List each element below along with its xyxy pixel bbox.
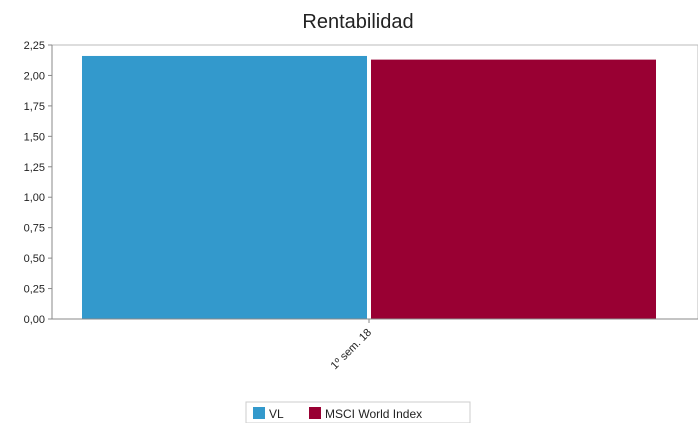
bar-vl (82, 55, 367, 320)
bars (82, 55, 656, 320)
legend-label-msci-world-index: MSCI World Index (325, 407, 422, 421)
chart-title: Rentabilidad (302, 11, 413, 33)
x-axis: 1º sem. 18 (52, 318, 698, 372)
y-tick-label: 1,50 (24, 131, 45, 143)
y-tick-label: 0,25 (24, 284, 45, 296)
y-axis: 0,00 0,25 0,50 0,75 1,00 1,25 1,50 1,75 2,00 2,25 (24, 40, 53, 326)
y-tick-label: 0,50 (24, 253, 45, 265)
y-tick-label: 2,00 (24, 70, 45, 82)
legend-swatch-vl (253, 407, 265, 419)
bar-msci-world-index (371, 59, 656, 319)
y-tick-label: 1,00 (24, 192, 45, 204)
legend: VL MSCI World Index (245, 401, 471, 423)
legend-swatch-msci-world-index (309, 407, 321, 419)
legend-label-vl: VL (269, 407, 284, 421)
y-tick-label: 0,75 (24, 223, 45, 235)
y-tick-label: 0,00 (24, 314, 45, 326)
y-tick-label: 1,25 (24, 162, 45, 174)
legend-frame (245, 401, 471, 423)
y-tick-label: 1,75 (24, 101, 45, 113)
y-tick-label: 2,25 (24, 40, 45, 52)
x-tick-label: 1º sem. 18 (329, 327, 374, 372)
